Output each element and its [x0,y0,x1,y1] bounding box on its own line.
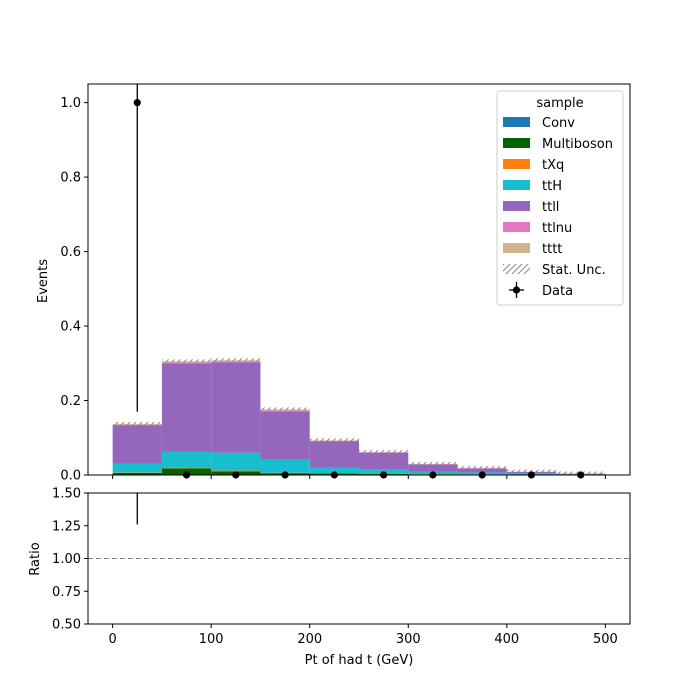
bar-ttll-bin-1 [161,363,212,452]
x-tick-label-2: 200 [297,632,322,647]
legend-swatch-tth [503,180,530,190]
legend-swatch-conv [503,117,530,127]
legend-entries: Conv Multiboson tXq ttH ttll ttlnu tttt Stat. U… [503,116,613,299]
ratio-y-axis-label: Ratio [28,542,43,575]
ratio-y-tick-label-1: 0.75 [52,585,81,600]
bar-txq-bin-1 [161,467,212,469]
ratio-y-tick-label-2: 1.00 [52,552,81,567]
main-y-tick-label-3: 0.6 [60,245,81,260]
main-y-tick-label-4: 0.8 [60,171,81,186]
bar-ttlnu-bin-1 [161,362,212,364]
x-tick-label-0: 0 [108,632,116,647]
legend-swatch-ttll [503,201,530,211]
legend-swatch-tttt [503,243,530,253]
x-tick-label-1: 100 [199,632,224,647]
legend-label-ttll: ttll [542,200,559,215]
legend-label-ttlnu: ttlnu [542,221,572,236]
ratio-y-tick-label-0: 0.50 [52,618,81,633]
legend-swatch-stat-unc- [503,264,530,274]
x-axis-label: Pt of had t (GeV) [305,653,414,668]
main-y-tick-label-5: 1.0 [60,96,81,111]
legend-label-tttt: tttt [542,242,562,257]
stat-unc-bin-4 [309,438,359,442]
main-y-axis: 0.0 0.2 0.4 0.6 0.8 1.0 [60,96,88,484]
x-tick-label-3: 300 [396,632,421,647]
stacked-bars [112,360,606,475]
bar-ttll-bin-6 [408,464,458,472]
stat-unc-bin-1 [161,359,212,363]
ratio-y-tick-label-4: 1.50 [52,487,81,502]
bar-multiboson-bin-0 [112,472,162,475]
ratio-panel: 0.50 0.75 1.00 1.25 1.50 0 100 200 300 400 500 Ra… [28,487,631,668]
x-tick-label-5: 500 [593,632,618,647]
stat-unc-bin-2 [211,358,261,362]
bar-tth-bin-1 [161,451,212,468]
bar-ttll-bin-3 [260,411,310,459]
main-x-ticks [112,475,606,479]
data-point-0 [133,99,141,107]
stat-unc-bin-3 [260,407,310,411]
legend-label-txq: tXq [542,158,564,173]
bar-txq-bin-2 [211,470,261,472]
x-tick-label-4: 400 [494,632,519,647]
ratio-y-axis: 0.50 0.75 1.00 1.25 1.50 [52,487,88,633]
legend-label-conv: Conv [542,116,575,131]
legend-label-data: Data [542,284,573,299]
bar-ttll-bin-5 [359,452,409,470]
stat-unc-bin-6 [408,462,458,466]
stat-unc-bin-0 [112,421,162,425]
legend-swatch-txq [503,159,530,169]
stat-unc-bin-5 [359,450,409,454]
main-y-tick-label-2: 0.4 [60,320,81,335]
bar-tth-bin-3 [260,458,310,473]
stat-unc-bin-7 [457,466,507,470]
bar-ttll-bin-4 [309,441,359,468]
ratio-x-axis: 0 100 200 300 400 500 [108,624,618,647]
main-y-axis-label: Events [36,259,51,303]
main-y-tick-label-1: 0.2 [60,394,81,409]
main-panel: 0.0 0.2 0.4 0.6 0.8 1.0 Events [36,83,631,484]
bar-tth-bin-4 [309,467,359,474]
legend-swatch-ttlnu [503,222,530,232]
bar-ttll-bin-7 [457,468,507,473]
legend: sample Conv Multiboson tXq ttH ttll ttlnu tttt… [496,90,624,306]
stat-unc-bin-8 [506,469,557,473]
bar-ttll-bin-2 [211,362,261,453]
legend-swatch-multiboson [503,138,530,148]
legend-label-stat-unc-: Stat. Unc. [542,263,606,278]
bar-ttll-bin-0 [112,425,162,464]
legend-title: sample [536,96,583,111]
legend-marker-data [512,286,521,294]
bar-ttlnu-bin-3 [260,410,310,412]
bar-tth-bin-0 [112,463,162,473]
main-y-tick-label-0: 0.0 [60,469,81,484]
main-plot-frame [87,83,631,476]
ratio-y-tick-label-3: 1.25 [52,519,81,534]
bar-tth-bin-2 [211,452,261,471]
legend-label-multiboson: Multiboson [542,137,613,152]
legend-label-tth: ttH [542,179,562,194]
bar-ttlnu-bin-2 [211,361,261,363]
